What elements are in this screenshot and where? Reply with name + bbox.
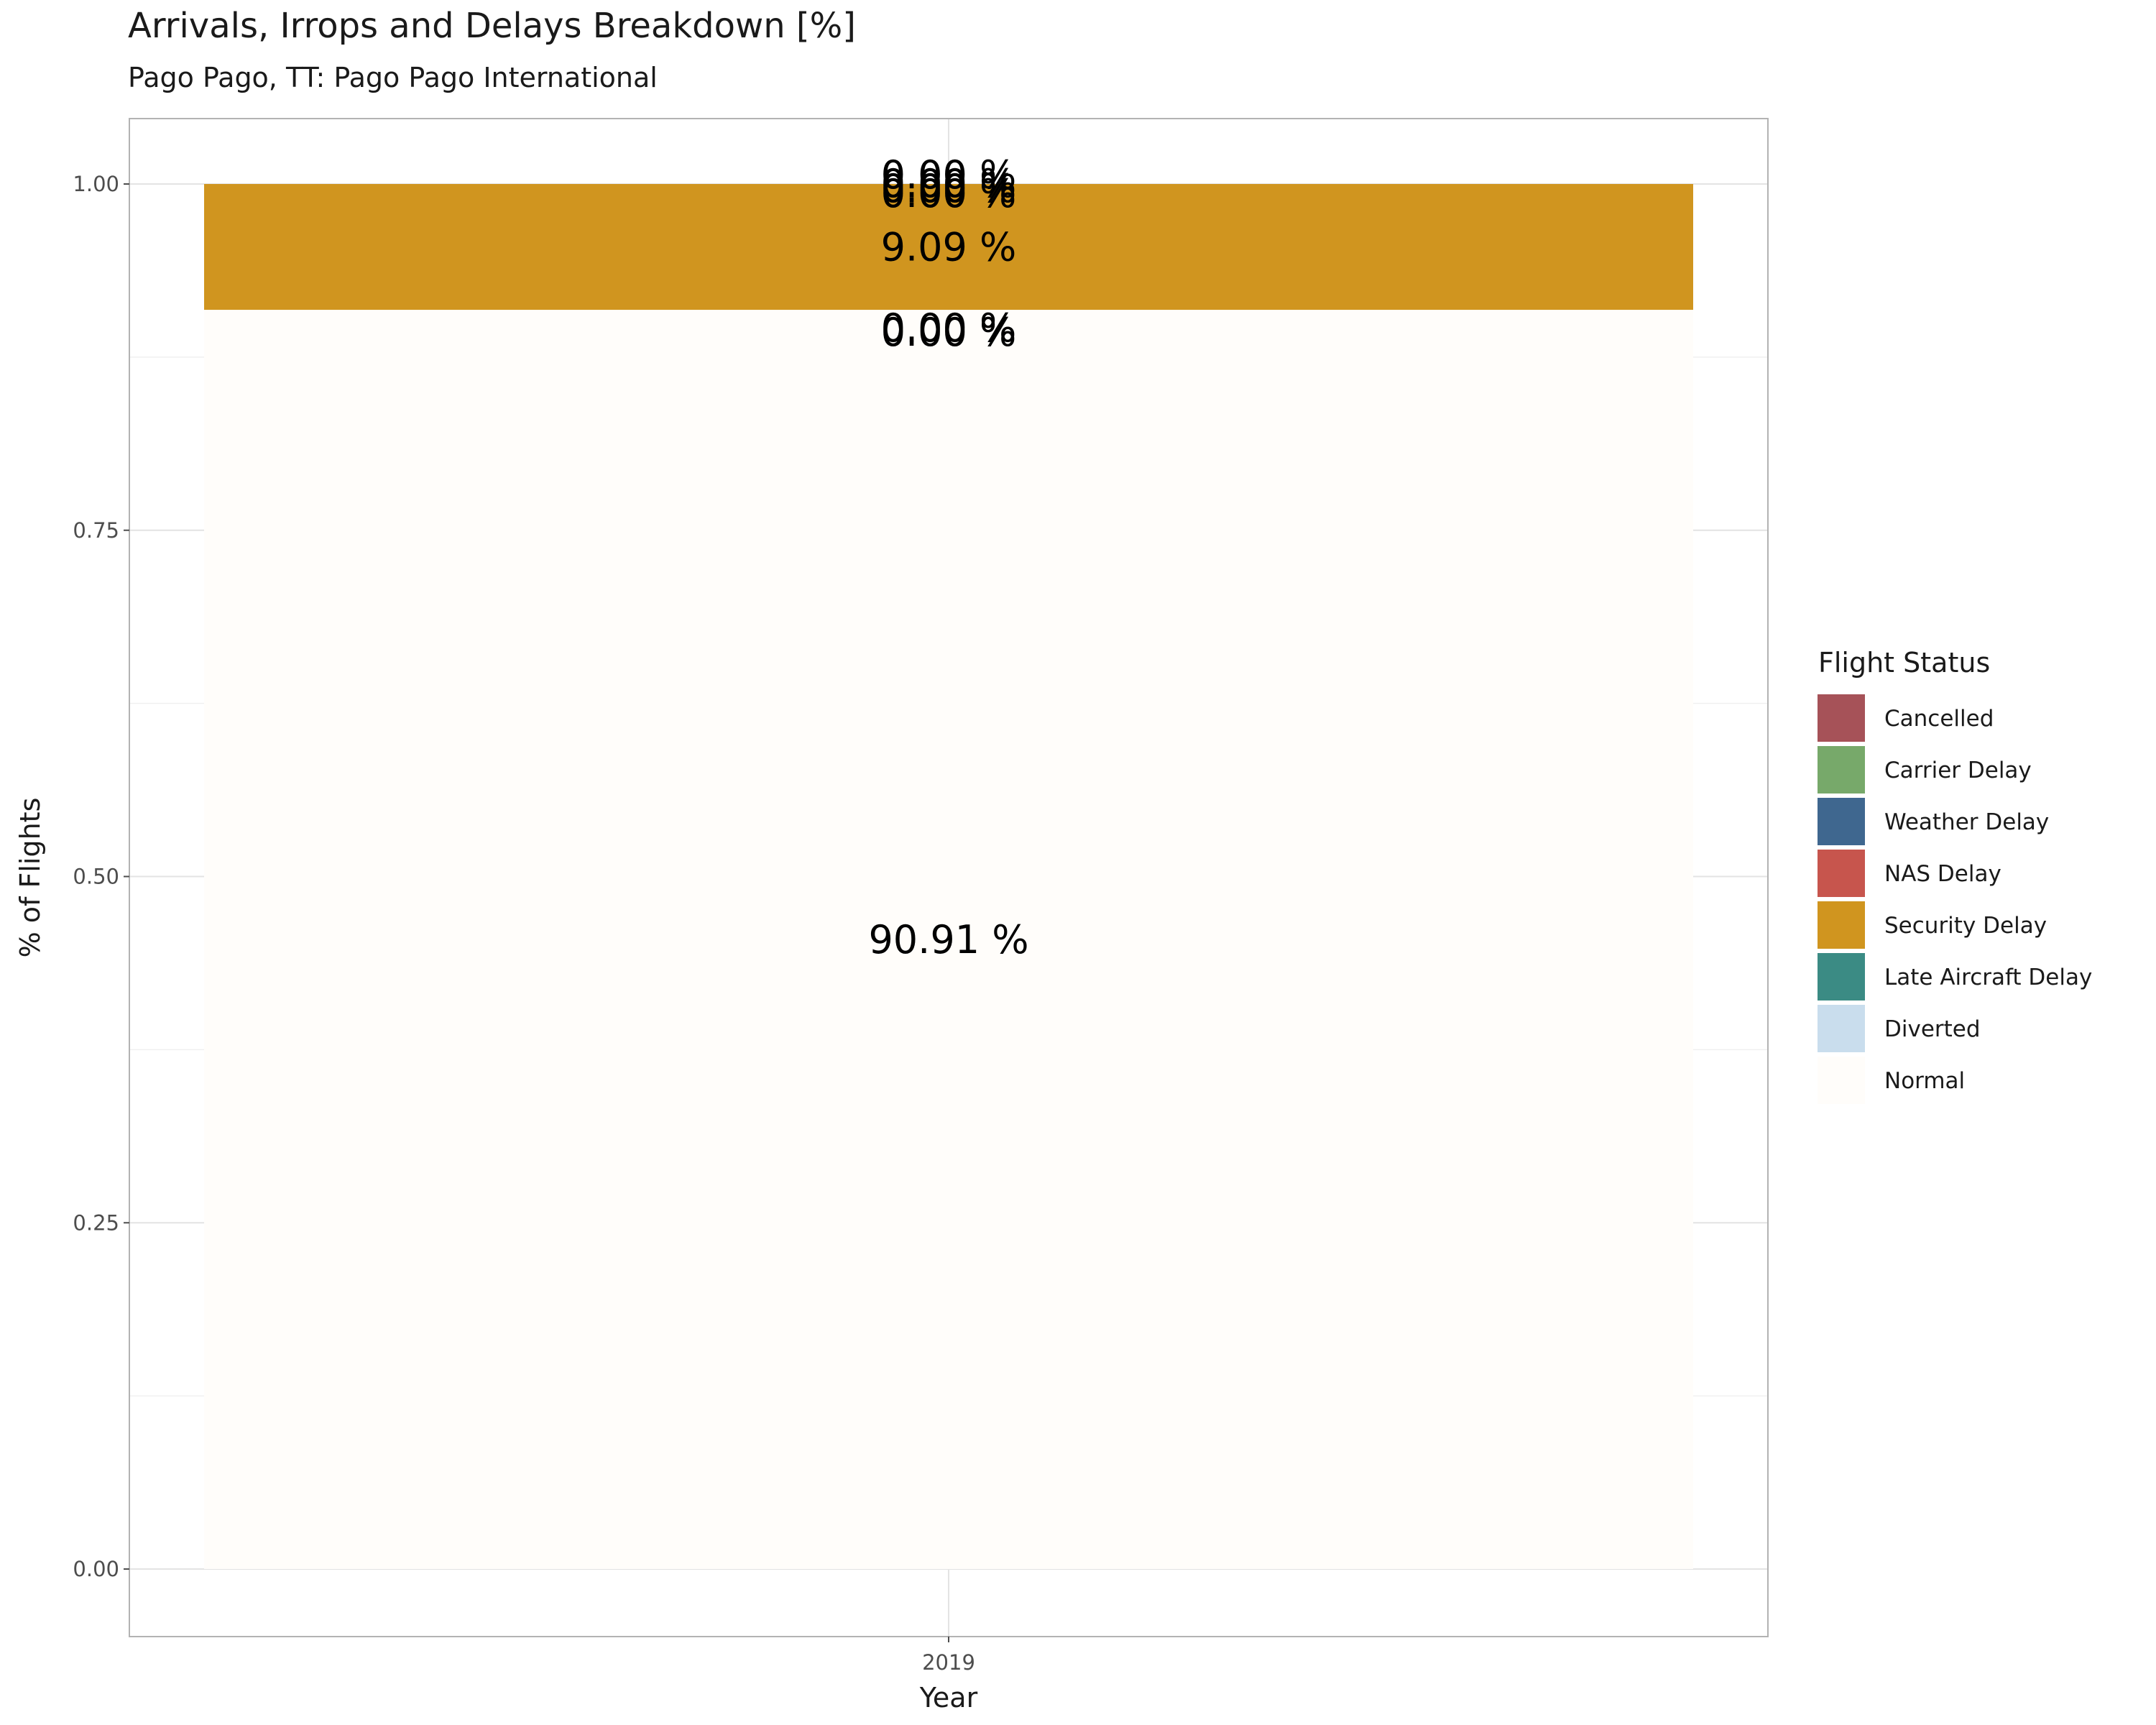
bar-data-label: 0.00 % (881, 305, 1017, 351)
legend-key (1816, 952, 1866, 1002)
legend: Flight Status Cancelled Carrier Delay Weat… (1816, 647, 2092, 1105)
legend-label: NAS Delay (1884, 861, 2001, 887)
legend-key (1816, 848, 1866, 898)
legend-label: Weather Delay (1884, 809, 2049, 835)
bar-segment (204, 310, 1693, 1569)
bar-data-label: 0.00 % (881, 171, 1017, 216)
legend-label: Normal (1884, 1068, 1965, 1094)
legend-key (1816, 693, 1866, 743)
y-tick-label: 0.00 (73, 1557, 119, 1581)
y-tick-label: 1.00 (73, 172, 119, 196)
y-axis-title: % of Flights (14, 798, 46, 958)
legend-label: Late Aircraft Delay (1884, 965, 2092, 990)
legend-label: Carrier Delay (1884, 758, 2032, 783)
bar-data-label: 0.00 % (881, 161, 1017, 206)
legend-label: Security Delay (1884, 913, 2047, 939)
bar-data-label: 0.00 % (881, 166, 1017, 211)
legend-key (1816, 1055, 1866, 1105)
legend-key (1816, 900, 1866, 950)
legend-label: Diverted (1884, 1016, 1981, 1042)
bar-stack (204, 184, 1693, 1569)
y-tick-label: 0.50 (73, 865, 119, 889)
bar-segment (204, 184, 1693, 310)
x-axis-title: Year (919, 1682, 978, 1714)
chart-subtitle: Pago Pago, TT: Pago Pago International (128, 62, 658, 93)
legend-label: Cancelled (1884, 706, 1994, 732)
x-tick-label: 2019 (922, 1650, 975, 1675)
bar-data-label: 0.00 % (881, 310, 1017, 355)
axes: 0.00 0.25 0.50 0.75 1.00 2019 (73, 172, 975, 1675)
legend-key (1816, 796, 1866, 847)
chart-title: Arrivals, Irrops and Delays Breakdown [%… (128, 6, 856, 46)
bar-data-label: 9.09 % (881, 225, 1017, 270)
legend-key (1816, 1003, 1866, 1054)
y-tick-label: 0.75 (73, 518, 119, 543)
legend-title: Flight Status (1818, 647, 1990, 678)
legend-key (1816, 745, 1866, 795)
y-tick-label: 0.25 (73, 1210, 119, 1235)
bar-data-label: 90.91 % (868, 917, 1028, 962)
bar-data-label: 0.00 % (881, 152, 1017, 198)
data-labels: 0.00 %0.00 %0.00 %0.00 %9.09 %0.00 %0.00… (868, 152, 1028, 962)
